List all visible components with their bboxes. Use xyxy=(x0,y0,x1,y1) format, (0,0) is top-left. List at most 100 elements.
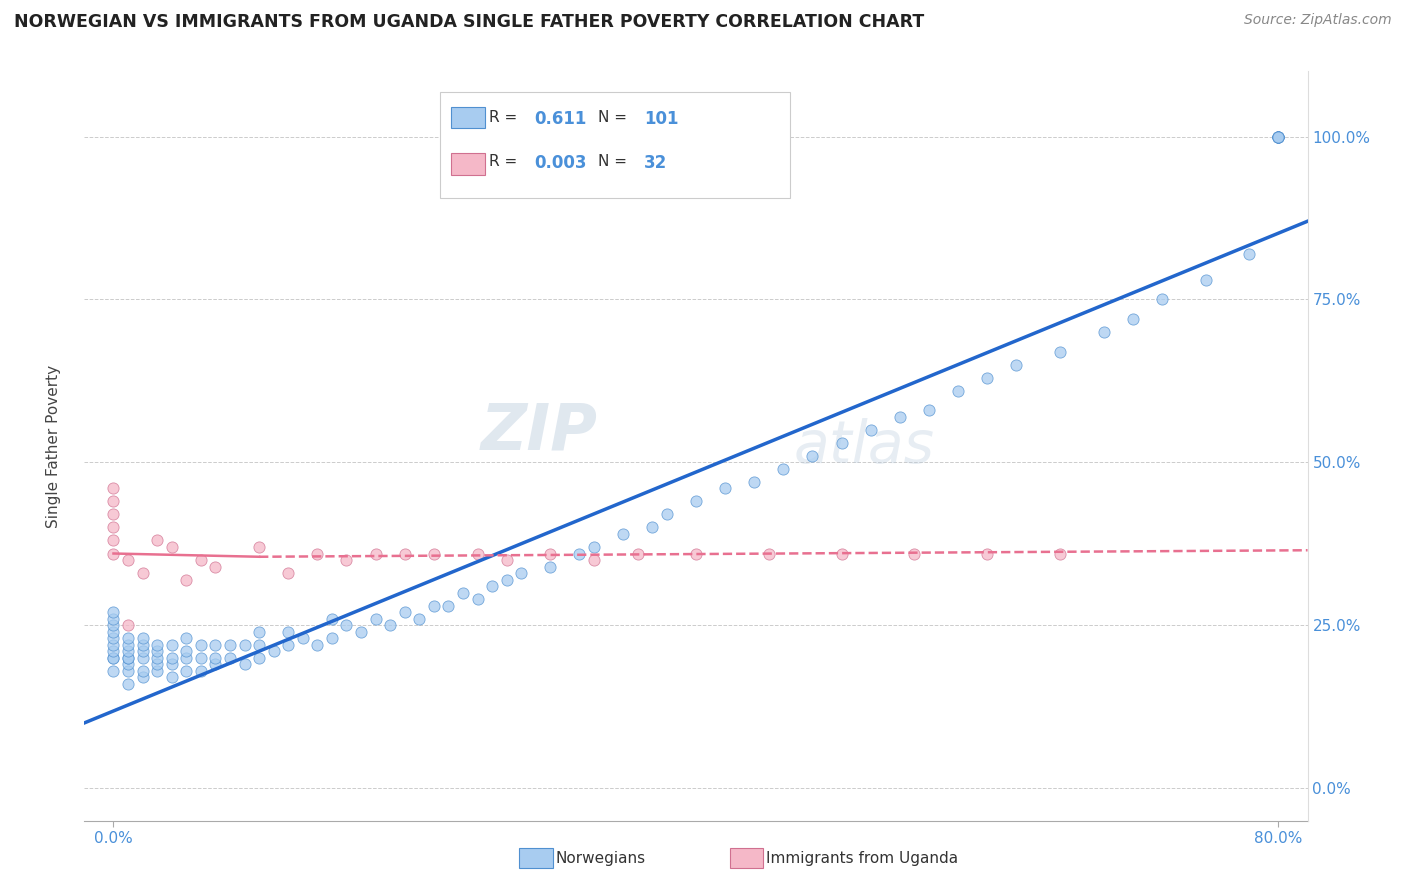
Point xyxy=(117,677,139,691)
Point xyxy=(117,650,139,665)
Point xyxy=(263,644,285,658)
Text: ZIP: ZIP xyxy=(481,400,598,462)
Point xyxy=(117,644,139,658)
Point xyxy=(1267,129,1289,144)
Point xyxy=(247,638,270,652)
Point xyxy=(190,650,212,665)
Point xyxy=(918,403,941,417)
Text: Source: ZipAtlas.com: Source: ZipAtlas.com xyxy=(1244,13,1392,28)
Point xyxy=(146,644,169,658)
Point xyxy=(204,638,226,652)
Point xyxy=(103,624,125,639)
Point xyxy=(1267,129,1289,144)
Point xyxy=(889,409,911,424)
Text: 0.611: 0.611 xyxy=(534,110,586,128)
Point xyxy=(538,559,561,574)
Y-axis label: Single Father Poverty: Single Father Poverty xyxy=(46,365,60,527)
Point xyxy=(714,481,737,495)
Point xyxy=(247,540,270,554)
Point xyxy=(437,599,460,613)
Point xyxy=(219,638,242,652)
Point xyxy=(174,631,197,645)
Point xyxy=(467,547,489,561)
Point xyxy=(103,533,125,548)
Point xyxy=(451,585,474,599)
Point xyxy=(131,644,153,658)
Point xyxy=(174,644,197,658)
Point xyxy=(117,638,139,652)
Point xyxy=(859,423,882,437)
Point xyxy=(131,566,153,580)
Point xyxy=(131,664,153,678)
Text: N =: N = xyxy=(598,110,631,125)
Point xyxy=(103,605,125,619)
Point xyxy=(117,657,139,672)
Point xyxy=(481,579,503,593)
Point xyxy=(321,612,343,626)
Point xyxy=(103,481,125,495)
Text: R =: R = xyxy=(489,110,523,125)
Point xyxy=(583,540,606,554)
Point xyxy=(146,650,169,665)
Point xyxy=(174,664,197,678)
Point xyxy=(204,657,226,672)
Text: 0.003: 0.003 xyxy=(534,154,586,172)
Point xyxy=(394,605,416,619)
Point xyxy=(190,638,212,652)
Point xyxy=(307,638,329,652)
Point xyxy=(103,664,125,678)
Point xyxy=(380,618,402,632)
Point xyxy=(467,592,489,607)
Point xyxy=(204,559,226,574)
Point xyxy=(219,650,242,665)
Point xyxy=(1092,325,1115,339)
Point xyxy=(190,664,212,678)
Point xyxy=(146,533,169,548)
Point xyxy=(103,650,125,665)
Point xyxy=(627,547,650,561)
Point xyxy=(160,540,183,554)
Point xyxy=(117,650,139,665)
Text: Norwegians: Norwegians xyxy=(555,851,645,866)
Point xyxy=(364,612,387,626)
Point xyxy=(831,435,853,450)
Point xyxy=(1267,129,1289,144)
Point xyxy=(277,624,299,639)
Text: 101: 101 xyxy=(644,110,679,128)
Point xyxy=(103,644,125,658)
Point xyxy=(307,547,329,561)
Point xyxy=(103,650,125,665)
Point xyxy=(1122,312,1144,326)
Point xyxy=(233,657,256,672)
Point xyxy=(976,547,998,561)
Point xyxy=(495,573,517,587)
Point xyxy=(103,638,125,652)
Point xyxy=(655,508,678,522)
Point xyxy=(174,573,197,587)
Point xyxy=(247,650,270,665)
Point xyxy=(291,631,314,645)
Point xyxy=(1239,247,1261,261)
Point xyxy=(1267,129,1289,144)
Point xyxy=(350,624,373,639)
Point xyxy=(903,547,925,561)
Point xyxy=(160,670,183,684)
Point xyxy=(103,520,125,534)
Point xyxy=(742,475,765,489)
Text: 32: 32 xyxy=(644,154,668,172)
Point xyxy=(131,650,153,665)
Point xyxy=(1267,129,1289,144)
Point xyxy=(160,657,183,672)
Point xyxy=(160,650,183,665)
Point xyxy=(538,547,561,561)
Point xyxy=(335,618,357,632)
Point xyxy=(772,462,794,476)
Point xyxy=(321,631,343,645)
Point xyxy=(131,631,153,645)
Point xyxy=(1049,344,1071,359)
Point xyxy=(685,494,707,508)
Point xyxy=(103,547,125,561)
Point xyxy=(117,553,139,567)
Point xyxy=(831,547,853,561)
Point xyxy=(131,670,153,684)
